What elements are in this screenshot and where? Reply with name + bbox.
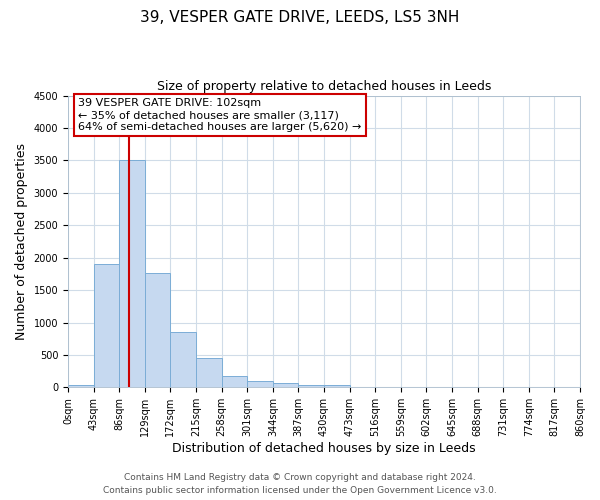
Bar bbox=[145, 273, 170, 388]
Bar bbox=[247, 381, 273, 388]
Bar bbox=[94, 264, 119, 388]
Title: Size of property relative to detached houses in Leeds: Size of property relative to detached ho… bbox=[157, 80, 491, 93]
Bar bbox=[273, 384, 298, 388]
Text: Contains HM Land Registry data © Crown copyright and database right 2024.
Contai: Contains HM Land Registry data © Crown c… bbox=[103, 474, 497, 495]
Bar bbox=[298, 385, 324, 388]
Bar bbox=[170, 332, 196, 388]
Bar bbox=[68, 385, 94, 388]
Text: 39, VESPER GATE DRIVE, LEEDS, LS5 3NH: 39, VESPER GATE DRIVE, LEEDS, LS5 3NH bbox=[140, 10, 460, 25]
Text: 39 VESPER GATE DRIVE: 102sqm
← 35% of detached houses are smaller (3,117)
64% of: 39 VESPER GATE DRIVE: 102sqm ← 35% of de… bbox=[78, 98, 362, 132]
Bar bbox=[196, 358, 221, 388]
Bar bbox=[221, 376, 247, 388]
Bar bbox=[119, 160, 145, 388]
Bar bbox=[324, 386, 350, 388]
X-axis label: Distribution of detached houses by size in Leeds: Distribution of detached houses by size … bbox=[172, 442, 476, 455]
Y-axis label: Number of detached properties: Number of detached properties bbox=[15, 143, 28, 340]
